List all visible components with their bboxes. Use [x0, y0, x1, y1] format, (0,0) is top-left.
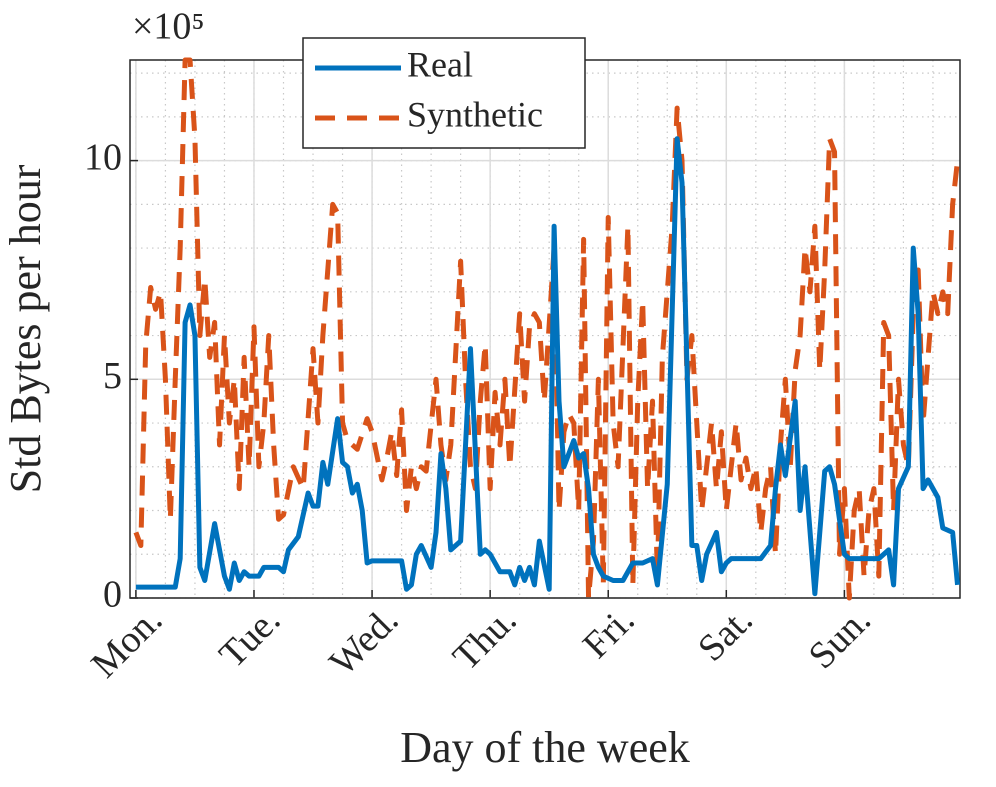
x-tick-label: Tue. [211, 599, 288, 676]
y-tick-label: 10 [84, 136, 122, 178]
x-tick-label: Thu. [445, 599, 525, 679]
x-axis-label: Day of the week [400, 723, 690, 772]
data-line [133, 57, 960, 601]
x-tick-label: Sun. [801, 599, 879, 677]
y-tick-label: 5 [103, 355, 122, 397]
legend-label: Real [407, 44, 473, 84]
x-tick-label: Fri. [575, 599, 643, 667]
legend-box [302, 37, 586, 149]
y-tick-label: 0 [103, 574, 122, 616]
x-tick-label: Sat. [690, 599, 761, 670]
x-tick-label: Mon. [83, 599, 170, 686]
data-line [135, 136, 960, 597]
exponent-label: ×10⁵ [132, 6, 205, 48]
legend-label: Synthetic [407, 94, 543, 134]
x-tick-label: Wed. [322, 599, 407, 684]
y-axis-label: Std Bytes per hour [1, 164, 50, 493]
